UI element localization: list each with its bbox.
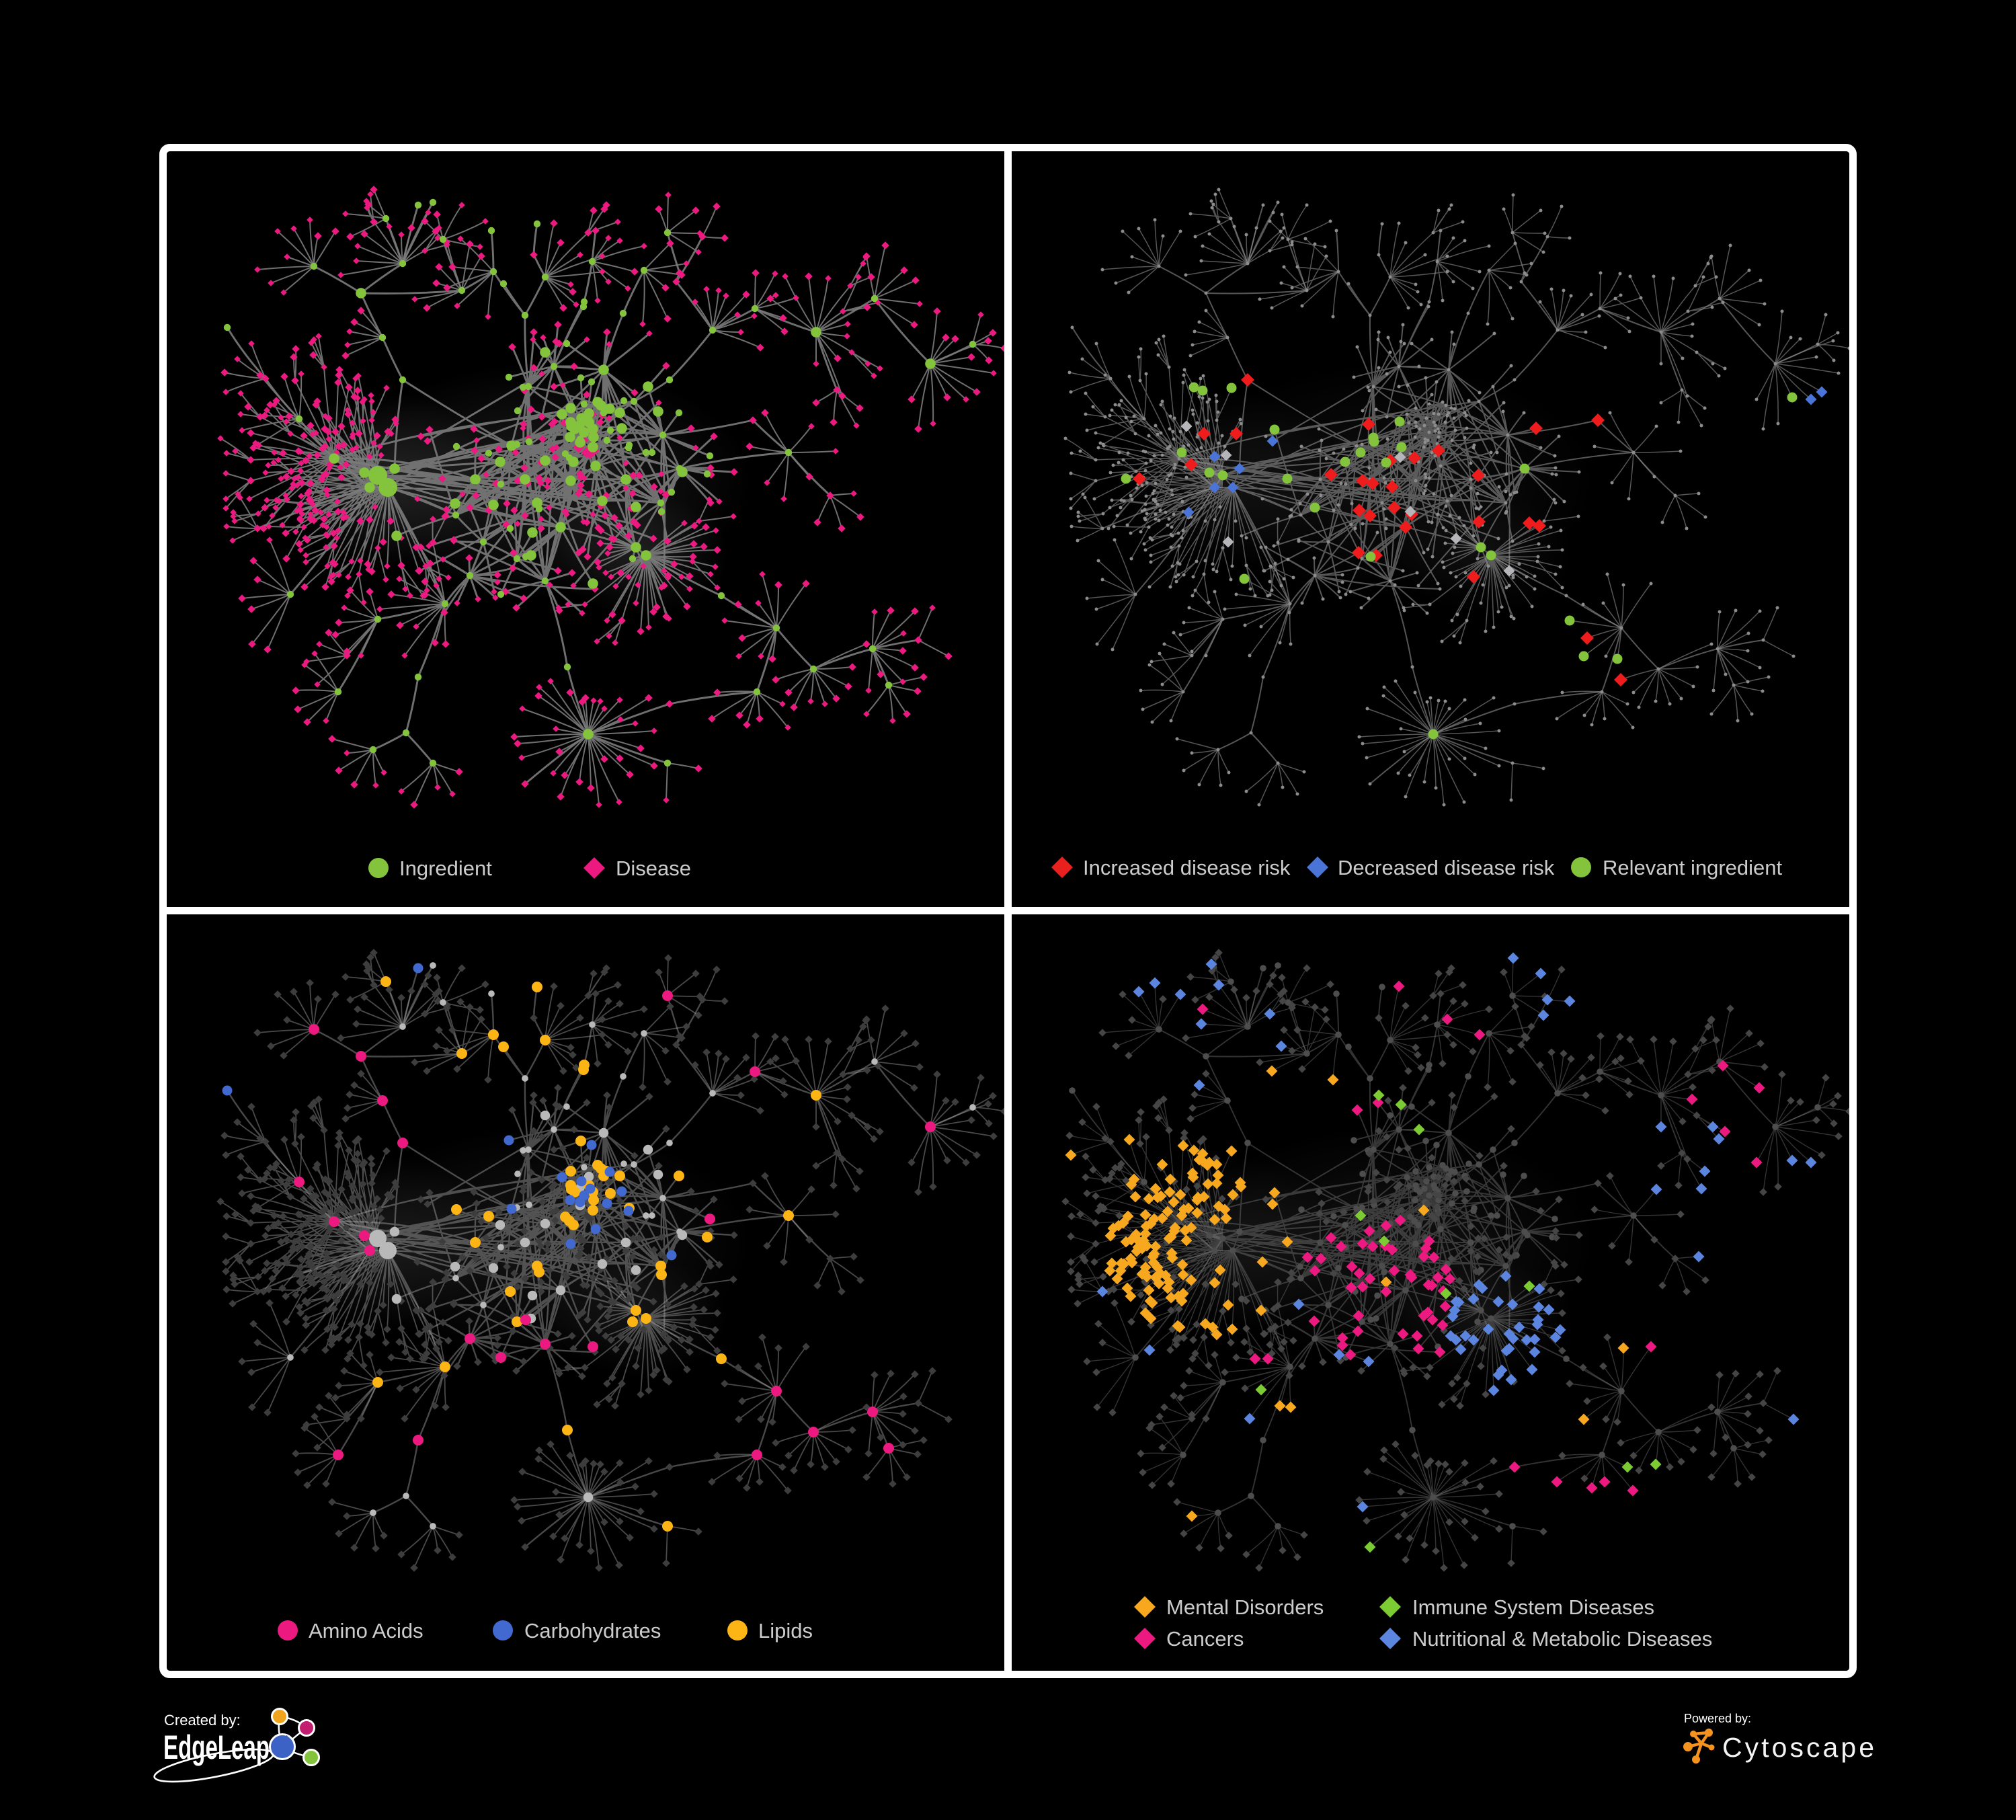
- svg-text:Created by:: Created by:: [164, 1712, 241, 1729]
- svg-text:Cytoscape: Cytoscape: [1722, 1732, 1874, 1763]
- svg-text:Powered by:: Powered by:: [1684, 1712, 1751, 1725]
- svg-text:EdgeLeap: EdgeLeap: [163, 1729, 270, 1766]
